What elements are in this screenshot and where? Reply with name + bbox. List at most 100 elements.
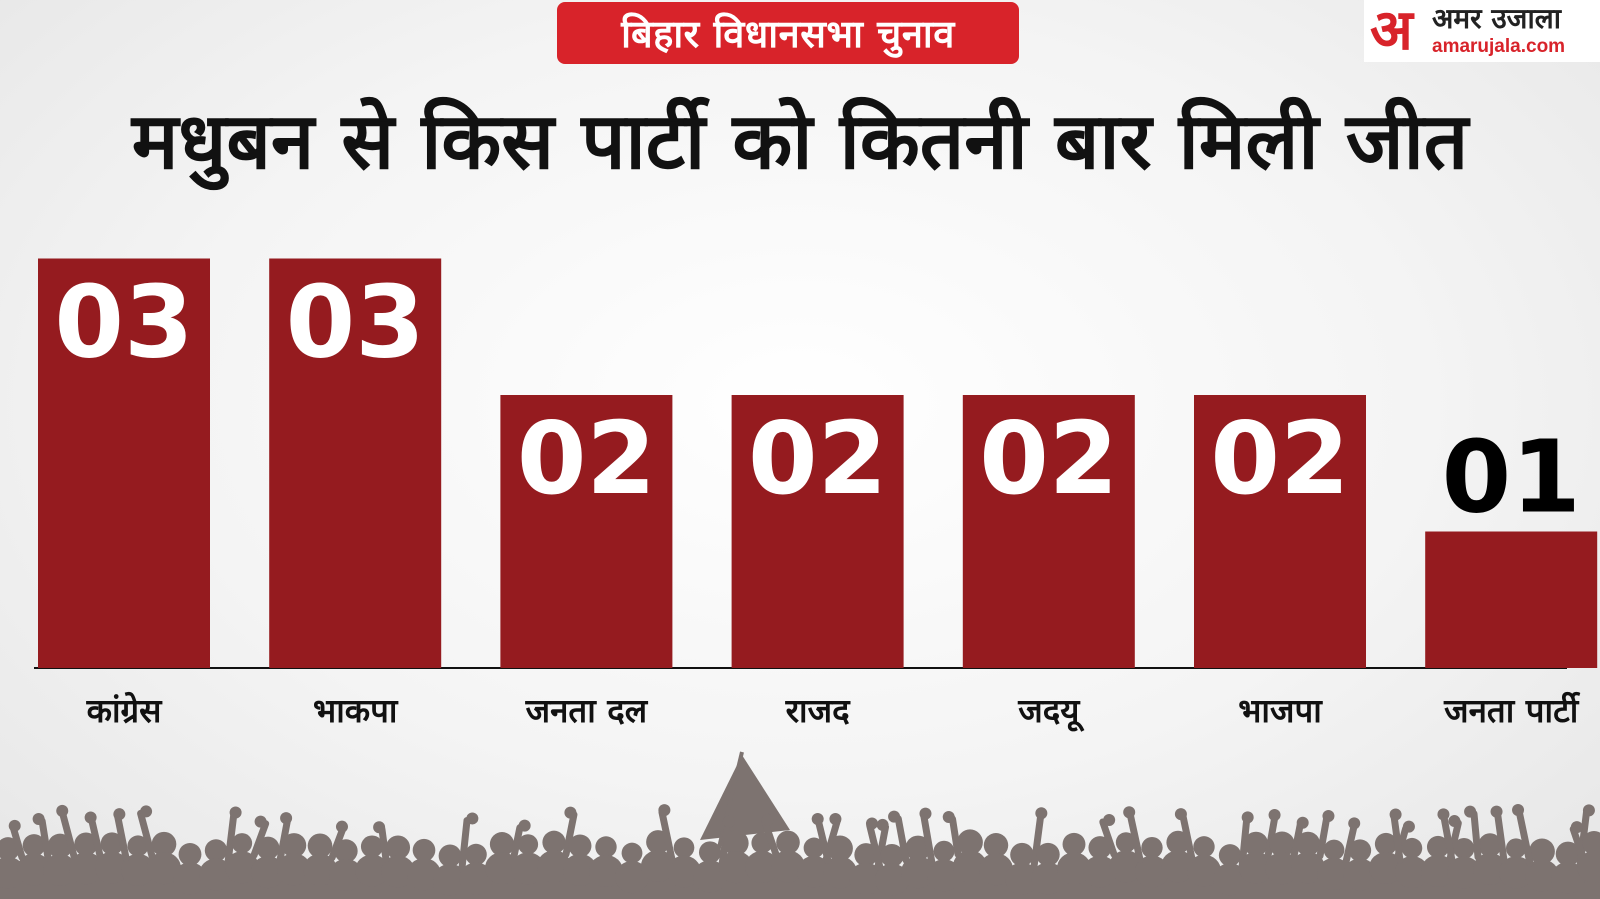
person-body <box>1239 851 1273 884</box>
person-body <box>407 858 441 891</box>
person-head <box>1453 838 1475 859</box>
raised-arm <box>894 815 910 864</box>
person-head <box>803 837 825 859</box>
bar <box>1194 395 1366 668</box>
person-head <box>1348 839 1372 862</box>
raised-arm <box>658 808 676 864</box>
raised-fist <box>811 812 824 825</box>
person-body <box>615 861 649 894</box>
person-head <box>880 843 904 868</box>
person-head <box>412 838 436 862</box>
person-body <box>1083 855 1117 888</box>
person-body <box>1031 862 1065 895</box>
person-head <box>1269 831 1295 857</box>
raised-arm <box>250 820 270 859</box>
person-head <box>1243 831 1269 857</box>
person-body <box>823 856 857 889</box>
person-head <box>438 844 462 868</box>
person-head <box>22 834 46 857</box>
person-head <box>621 842 643 864</box>
person-head <box>517 834 539 855</box>
person-body <box>1109 850 1143 883</box>
raised-fist <box>1322 810 1335 823</box>
person-body <box>563 853 597 886</box>
person-body <box>537 850 571 883</box>
raised-fist <box>1448 815 1461 828</box>
category-label: कांग्रेस <box>86 691 164 730</box>
raised-fist <box>56 804 69 817</box>
raised-arm <box>949 815 962 858</box>
person-head <box>1218 844 1242 867</box>
raised-fist <box>113 808 126 821</box>
bar <box>731 395 904 668</box>
person-body <box>693 860 727 893</box>
person-body <box>745 850 779 883</box>
person-body <box>953 850 987 883</box>
raised-arm <box>1179 812 1196 863</box>
person-head <box>1323 839 1345 861</box>
person-head <box>1529 838 1555 865</box>
person-body <box>1057 852 1091 885</box>
person-head <box>1478 833 1502 857</box>
raised-arm <box>1264 813 1279 860</box>
raised-fist <box>761 813 774 826</box>
person-body <box>589 854 623 887</box>
person-body <box>1161 850 1195 883</box>
person-head <box>1426 835 1450 858</box>
person-head <box>1295 831 1321 856</box>
raised-arm <box>1569 825 1586 859</box>
person-head <box>74 832 98 856</box>
raised-fist <box>1512 804 1525 817</box>
raised-fist <box>722 815 735 828</box>
raised-fist <box>658 804 671 817</box>
bar <box>500 395 673 668</box>
person-body <box>797 855 831 888</box>
category-label: जदयू <box>1017 691 1085 732</box>
person-head <box>281 833 307 858</box>
category-label: भाकपा <box>313 691 399 730</box>
raised-fist <box>373 821 386 834</box>
person-body <box>173 862 207 895</box>
person-body <box>1135 855 1169 888</box>
person-head <box>595 836 617 858</box>
person-head <box>776 830 800 855</box>
raised-arm <box>814 817 832 864</box>
raised-arm <box>88 816 104 860</box>
raised-fist <box>254 815 267 828</box>
raised-fist <box>229 806 242 819</box>
person-body <box>875 863 909 896</box>
raised-arm <box>114 812 130 862</box>
category-label: जनता दल <box>525 691 649 730</box>
raised-arm <box>761 818 780 858</box>
person-head <box>1141 836 1163 859</box>
raised-fist <box>564 806 577 819</box>
person-body <box>1473 853 1507 886</box>
flag-icon <box>700 755 790 840</box>
raised-fist <box>919 807 932 820</box>
raised-fist <box>335 820 348 833</box>
raised-arm <box>562 811 578 858</box>
raised-fist <box>84 811 97 824</box>
person-head <box>568 834 592 858</box>
person-body <box>979 853 1013 886</box>
bar <box>1425 531 1598 668</box>
raised-arm <box>224 810 238 866</box>
person-head <box>1555 841 1581 867</box>
person-body <box>1369 851 1403 884</box>
person-body <box>1577 850 1600 883</box>
person-body <box>1395 856 1429 889</box>
person-body <box>641 850 675 883</box>
person-body <box>459 862 493 895</box>
person-head <box>256 836 280 860</box>
person-body <box>1499 856 1533 889</box>
person-head <box>360 835 384 858</box>
raised-fist <box>865 817 878 830</box>
person-body <box>667 855 701 888</box>
person-head <box>673 837 695 858</box>
person-head <box>957 829 983 856</box>
person-head <box>204 839 228 862</box>
bar <box>962 395 1135 668</box>
person-head <box>1582 830 1600 855</box>
raised-fist <box>888 810 901 823</box>
person-head <box>983 833 1009 858</box>
